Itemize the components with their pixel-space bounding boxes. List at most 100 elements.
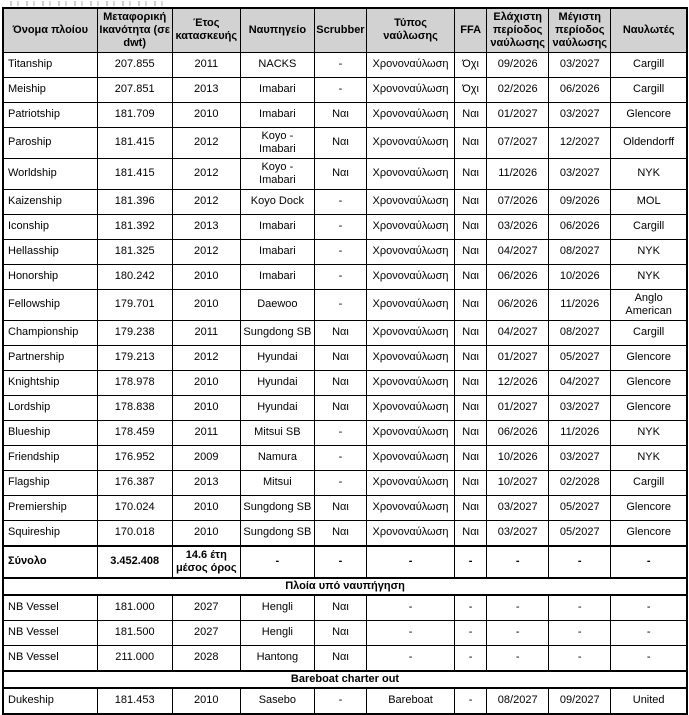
cell-capacity-dwt: 179.238 [96,319,173,346]
table-row: Meiship 207.851 2013 Imabari - Χρονοναύλωση Όχ… [2,76,688,103]
cell-ffa: Ναι [454,157,488,190]
column-header-max-charter-period: Μέγιστη περίοδος ναύλωσης [548,7,612,53]
cell-ship-name: Patriotship [2,101,98,128]
table-row: NB Vessel 181.000 2027 Hengli Ναι - - - - - [2,594,688,621]
cell-build-year: 2027 [171,594,241,621]
cell-ffa: Ναι [454,444,488,471]
cell-charterers: Cargill [610,213,688,240]
cell-capacity-dwt: 178.978 [96,369,173,396]
cell-min-charter-period: 01/2027 [486,394,550,421]
cell-ffa: Ναι [454,419,488,446]
cell-shipyard: Sasebo [239,687,315,715]
cell-shipyard: Mitsui [239,469,315,496]
cell-ship-name: Dukeship [2,687,98,715]
table-row: NB Vessel 181.500 2027 Hengli Ναι - - - - - [2,619,688,646]
table-row: Worldship 181.415 2012 Koyo - Imabari Ναι Χρο… [2,157,688,190]
cell-charter-type: Χρονοναύλωση [365,126,456,159]
cell-scrubber: Ναι [313,594,367,621]
cell-max-charter-period: 03/2027 [548,444,612,471]
cell-capacity-dwt: 181.500 [96,619,173,646]
column-header-min-charter-period: Ελάχιστη περίοδος ναύλωσης [486,7,550,53]
cell-charterers: NYK [610,238,688,265]
cell-ship-name: Blueship [2,419,98,446]
table-row: Squireship 170.018 2010 Sungdong SB Ναι Χρονο… [2,519,688,547]
cell-max-charter-period: 05/2027 [548,344,612,371]
cell-shipyard: Sungdong SB [239,519,315,547]
cell-build-year: 2013 [171,76,241,103]
cell-charterers: Anglo American [610,288,688,321]
cell-charter-type: Χρονοναύλωση [365,369,456,396]
cell-max-charter-period: 09/2026 [548,188,612,215]
cell-min-charter-period: 07/2026 [486,188,550,215]
cell-scrubber: Ναι [313,494,367,521]
cell-charterers: NYK [610,157,688,190]
cell-capacity-dwt: 181.709 [96,101,173,128]
cell-scrubber: - [313,544,367,579]
column-header-build-year: Έτος κατασκευής [171,7,241,53]
cell-min-charter-period: 10/2026 [486,444,550,471]
cell-build-year: 2013 [171,469,241,496]
cell-build-year: 2010 [171,394,241,421]
cell-charterers: NYK [610,263,688,290]
cell-capacity-dwt: 179.213 [96,344,173,371]
cell-ffa: - [454,594,488,621]
cell-ffa: Ναι [454,394,488,421]
cell-capacity-dwt: 181.325 [96,238,173,265]
cell-capacity-dwt: 170.024 [96,494,173,521]
cell-ffa: Όχι [454,76,488,103]
cell-shipyard: Namura [239,444,315,471]
cell-min-charter-period: - [486,544,550,579]
cell-build-year: 2012 [171,126,241,159]
cell-scrubber: - [313,288,367,321]
cell-charterers: Glencore [610,494,688,521]
cell-ffa: - [454,619,488,646]
cell-scrubber: Ναι [313,519,367,547]
cell-charterers: MOL [610,188,688,215]
cell-min-charter-period: 06/2026 [486,263,550,290]
cell-charter-type: Χρονοναύλωση [365,213,456,240]
cell-shipyard: Daewoo [239,288,315,321]
cell-shipyard: Hengli [239,594,315,621]
table-row: Championship 179.238 2011 Sungdong SB Ναι Χρο… [2,319,688,346]
cell-scrubber: Ναι [313,157,367,190]
cell-capacity-dwt: 178.459 [96,419,173,446]
fleet-table-body: Titanship 207.855 2011 NACKS - Χρονοναύλωση Όχ… [2,51,688,715]
cell-ship-name: Partnership [2,344,98,371]
cell-charterers: - [610,619,688,646]
section-row: Πλοία υπό ναυπήγηση [2,576,688,596]
cell-max-charter-period: 11/2026 [548,288,612,321]
cell-min-charter-period: - [486,619,550,646]
cell-max-charter-period: 03/2027 [548,157,612,190]
cell-ffa: Ναι [454,469,488,496]
cell-max-charter-period: 08/2027 [548,319,612,346]
column-header-ship-name: Όνομα πλοίου [2,7,98,53]
cell-shipyard: Hengli [239,619,315,646]
cell-scrubber: Ναι [313,394,367,421]
cell-shipyard: Hyundai [239,344,315,371]
cell-ffa: Όχι [454,51,488,78]
section-row: Bareboat charter out [2,669,688,689]
cell-min-charter-period: 02/2026 [486,76,550,103]
cell-charter-type: Χρονοναύλωση [365,76,456,103]
cell-ship-name: Premiership [2,494,98,521]
table-row: Blueship 178.459 2011 Mitsui SB - Χρονοναύλωσ… [2,419,688,446]
cell-scrubber: - [313,51,367,78]
cell-charterers: NYK [610,419,688,446]
table-row: Fellowship 179.701 2010 Daewoo - Χρονοναύλωση… [2,288,688,321]
cell-charter-type: Χρονοναύλωση [365,51,456,78]
cell-shipyard: Koyo - Imabari [239,126,315,159]
cell-charter-type: Χρονοναύλωση [365,444,456,471]
cell-charterers: United [610,687,688,715]
cell-max-charter-period: 06/2026 [548,76,612,103]
cell-max-charter-period: 05/2027 [548,494,612,521]
cell-ship-name: NB Vessel [2,594,98,621]
cell-max-charter-period: - [548,594,612,621]
cell-build-year: 2013 [171,213,241,240]
cell-capacity-dwt: 178.838 [96,394,173,421]
cell-ship-name: Fellowship [2,288,98,321]
cell-ship-name: Iconship [2,213,98,240]
cell-build-year: 2009 [171,444,241,471]
cell-capacity-dwt: 176.387 [96,469,173,496]
cell-shipyard: Sungdong SB [239,319,315,346]
cell-ship-name: Kaizenship [2,188,98,215]
